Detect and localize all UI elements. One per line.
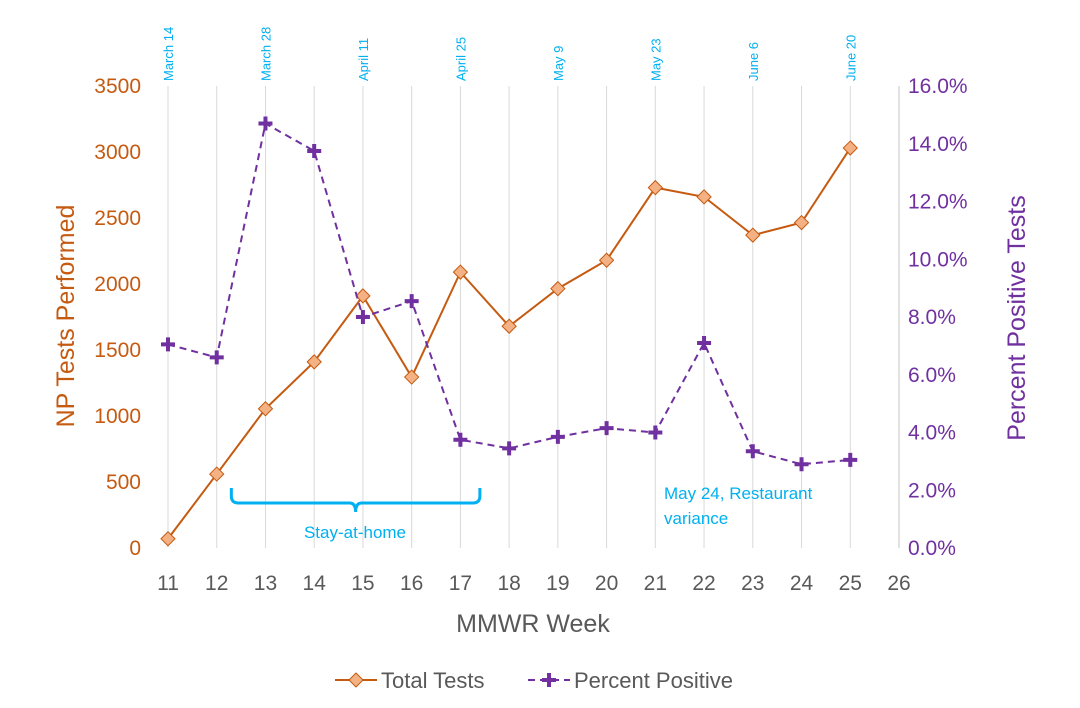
y-right-tick-label-2.0pct: 2.0% xyxy=(908,479,956,502)
percent-positive-point-week-15 xyxy=(355,310,370,324)
x-tick-label-12: 12 xyxy=(205,572,228,595)
percent-positive-point-week-11 xyxy=(161,337,175,352)
total-tests-point-week-13 xyxy=(257,401,274,417)
left-axis-title: NP Tests Performed xyxy=(52,205,80,428)
total-tests-point-week-11 xyxy=(160,531,176,547)
y-right-tick-label-14.0pct: 14.0% xyxy=(908,133,968,156)
y-left-tick-label-500: 500 xyxy=(106,471,141,494)
x-tick-label-13: 13 xyxy=(254,572,277,595)
date-label-week-25: June 20 xyxy=(843,35,858,81)
x-tick-label-25: 25 xyxy=(839,572,862,595)
y-right-tick-label-4.0pct: 4.0% xyxy=(908,422,956,445)
total-tests-point-week-21 xyxy=(647,179,664,196)
total-tests-point-week-12 xyxy=(209,466,225,482)
percent-positive-point-week-25 xyxy=(843,452,858,467)
x-tick-label-19: 19 xyxy=(546,572,569,595)
x-tick-label-26: 26 xyxy=(887,572,910,595)
legend-percent-positive-plus-icon xyxy=(542,673,556,687)
right-axis-title: Percent Positive Tests xyxy=(1003,195,1031,440)
x-axis-title: MMWR Week xyxy=(456,610,610,638)
y-right-tick-label-16.0pct: 16.0% xyxy=(908,75,968,98)
date-label-week-21: May 23 xyxy=(648,38,663,81)
date-label-week-15: April 11 xyxy=(356,38,371,81)
total-tests-point-week-17 xyxy=(452,264,469,280)
y-right-tick-label-10.0pct: 10.0% xyxy=(908,248,968,271)
x-tick-label-16: 16 xyxy=(400,572,423,595)
stay-at-home-brace xyxy=(229,488,482,513)
legend-item-total-tests: Total Tests xyxy=(335,668,485,693)
labels: MMWR Week NP Tests Performed Percent Pos… xyxy=(52,195,1031,638)
percent-positive-point-week-17 xyxy=(453,432,468,447)
annotations: March 14 March 28 April 11 April 25 May 9 May… xyxy=(161,27,858,513)
y-left-tick-label-3500: 3500 xyxy=(94,75,141,98)
percent-positive-point-week-20 xyxy=(599,421,614,436)
restaurant-variance-label-line2: variance xyxy=(664,509,728,528)
y-left-tick-label-2500: 2500 xyxy=(94,207,141,230)
y-right-tick-label-6.0pct: 6.0% xyxy=(908,364,956,387)
x-tick-label-18: 18 xyxy=(497,572,520,595)
percent-positive-point-week-14 xyxy=(307,143,322,158)
percent-positive-point-week-24 xyxy=(794,457,809,472)
percent-positive-point-week-13 xyxy=(258,116,273,131)
y-left-tick-label-1500: 1500 xyxy=(94,339,141,362)
x-tick-label-14: 14 xyxy=(303,572,327,595)
total-tests-point-week-24 xyxy=(793,214,810,231)
percent-positive-line xyxy=(167,121,851,466)
date-label-week-13: March 28 xyxy=(258,27,273,81)
y-right-tick-label-12.0pct: 12.0% xyxy=(908,191,968,214)
y-right-tick-label-0.0pct: 0.0% xyxy=(908,537,956,560)
series xyxy=(160,116,858,547)
percent-positive-point-week-22 xyxy=(697,335,712,350)
date-label-week-23: June 6 xyxy=(746,42,761,81)
x-tick-label-20: 20 xyxy=(595,572,618,595)
total-tests-point-week-16 xyxy=(403,369,420,385)
legend-total-tests-diamond-icon xyxy=(348,672,364,688)
x-tick-label-17: 17 xyxy=(449,572,472,595)
date-label-week-17: April 25 xyxy=(453,37,468,81)
restaurant-variance-label-line1: May 24, Restaurant xyxy=(664,484,813,503)
percent-positive-point-week-23 xyxy=(745,444,760,459)
legend: Total Tests Percent Positive xyxy=(335,668,733,693)
total-tests-point-week-23 xyxy=(745,227,761,243)
percent-positive-point-week-21 xyxy=(648,425,663,440)
total-tests-point-week-19 xyxy=(550,280,566,297)
y-left-tick-label-2000: 2000 xyxy=(94,273,141,296)
percent-positive-point-week-19 xyxy=(550,429,565,444)
date-label-week-11: March 14 xyxy=(161,27,176,81)
percent-positive-point-week-18 xyxy=(502,441,517,456)
y-right-tick-label-8.0pct: 8.0% xyxy=(908,306,956,329)
x-tick-label-15: 15 xyxy=(351,572,374,595)
grid-lines xyxy=(167,86,900,548)
total-tests-point-week-20 xyxy=(598,252,615,268)
percent-positive-point-week-16 xyxy=(404,294,419,309)
total-tests-point-week-18 xyxy=(501,318,517,334)
total-tests-point-week-14 xyxy=(306,354,322,370)
total-tests-point-week-22 xyxy=(696,189,712,205)
x-tick-label-21: 21 xyxy=(644,572,667,595)
y-left-tick-label-1000: 1000 xyxy=(94,405,141,428)
axes: 11 12 13 14 15 16 17 18 19 20 21 22 23 24 25 26 0 500 1000… xyxy=(94,75,967,595)
percent-positive-point-week-12 xyxy=(209,350,224,365)
legend-item-percent-positive: Percent Positive xyxy=(528,668,733,693)
legend-percent-positive-label: Percent Positive xyxy=(574,668,733,693)
y-left-tick-label-0: 0 xyxy=(129,537,141,560)
x-tick-label-23: 23 xyxy=(741,572,764,595)
y-left-tick-label-3000: 3000 xyxy=(94,141,141,164)
x-tick-label-24: 24 xyxy=(790,572,814,595)
total-tests-point-week-25 xyxy=(842,140,858,156)
x-tick-label-11: 11 xyxy=(157,572,179,595)
stay-at-home-label: Stay-at-home xyxy=(304,523,406,542)
total-tests-point-week-15 xyxy=(355,288,371,304)
date-label-week-19: May 9 xyxy=(551,46,566,81)
x-tick-label-22: 22 xyxy=(692,572,715,595)
legend-total-tests-label: Total Tests xyxy=(381,668,485,693)
